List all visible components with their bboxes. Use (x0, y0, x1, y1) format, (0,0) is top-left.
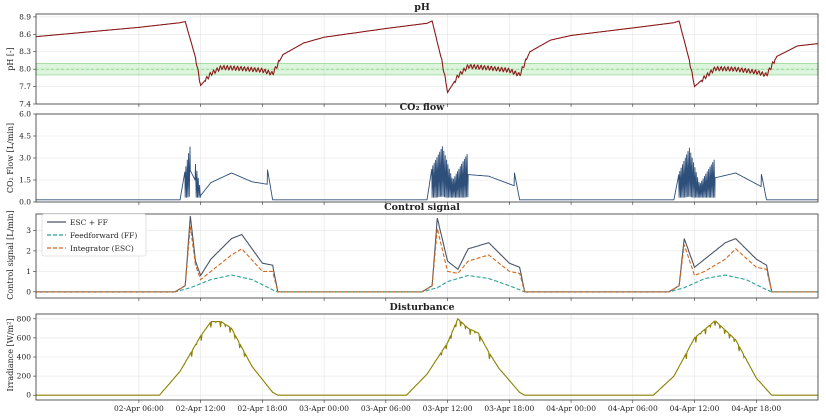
y-tick-label: 8.3 (19, 47, 31, 56)
y-tick-label: 8.6 (19, 30, 31, 39)
y-tick-label: 2 (26, 246, 31, 255)
panel-title-control-signal: Control signal (384, 202, 460, 213)
y-tick-label: 400 (17, 353, 32, 362)
y-tick-label: 7.4 (19, 100, 31, 109)
legend-label-integrator: Integrator (ESC) (70, 244, 134, 253)
y-tick-label: 1.5 (19, 176, 31, 185)
y-axis-label-control-signal: Control signal [L/min] (6, 210, 15, 299)
y-tick-label: 8.0 (19, 65, 31, 74)
series-line-feedforward-ff- (36, 274, 818, 293)
x-tick-label: 04-Apr 00:00 (546, 404, 596, 413)
legend-label-esc-ff: ESC + FF (70, 218, 108, 227)
panel-frame (35, 313, 819, 401)
panel-frame (35, 213, 819, 299)
x-tick-label: 03-Apr 00:00 (299, 404, 349, 413)
y-tick-label: 0 (26, 287, 31, 296)
x-tick-label: 02-Apr 12:00 (176, 404, 226, 413)
y-axis-label-irradiance: Irradiance [W/m²] (6, 319, 15, 392)
panel-frame (35, 13, 819, 105)
y-tick-label: 6.0 (19, 110, 31, 119)
legend: ESC + FF Feedforward (FF) Integrator (ES… (41, 213, 147, 257)
y-tick-label: 0 (26, 391, 31, 400)
y-tick-label: 600 (17, 333, 32, 342)
y-tick-label: 4.5 (19, 132, 31, 141)
x-tick-label: 04-Apr 06:00 (608, 404, 658, 413)
y-tick-label: 7.7 (19, 82, 31, 91)
x-tick-label: 04-Apr 12:00 (670, 404, 720, 413)
x-tick-label: 03-Apr 18:00 (484, 404, 534, 413)
legend-label-feedforward: Feedforward (FF) (70, 231, 137, 240)
legend-box (41, 213, 147, 257)
y-axis-label-co2-flow: CO₂ Flow [L/min] (6, 123, 15, 193)
y-tick-label: 3 (26, 226, 31, 235)
series-line-disturbance (36, 317, 818, 396)
y-tick-label: 1 (26, 267, 31, 276)
panel-title-ph: pH (414, 2, 430, 13)
x-tick-label: 04-Apr 18:00 (731, 404, 781, 413)
y-tick-label: 200 (17, 372, 32, 381)
x-tick-label: 02-Apr 06:00 (114, 404, 164, 413)
series-line-ph (36, 20, 819, 94)
y-tick-label: 0.0 (19, 198, 31, 207)
series-line-integrator-esc- (36, 226, 818, 293)
x-tick-label: 02-Apr 18:00 (237, 404, 287, 413)
y-tick-label: 3.0 (19, 154, 31, 163)
x-tick-label: 03-Apr 06:00 (361, 404, 411, 413)
y-tick-label: 8.9 (19, 12, 31, 21)
x-tick-label: 03-Apr 12:00 (423, 404, 473, 413)
plot-layer: 7.4 7.7 8.0 8.3 8.6 8.9 0.0 1.5 3.0 4.5 6.0 0 1 2 3 0 20… (17, 12, 819, 413)
panel-title-disturbance: Disturbance (389, 302, 454, 313)
series-line-co-flow (36, 146, 818, 201)
panel-title-co2-flow: CO₂ flow (400, 102, 446, 113)
y-tick-label: 800 (17, 314, 32, 323)
panel-frame (35, 113, 819, 203)
y-axis-label-ph: pH [-] (6, 47, 15, 71)
